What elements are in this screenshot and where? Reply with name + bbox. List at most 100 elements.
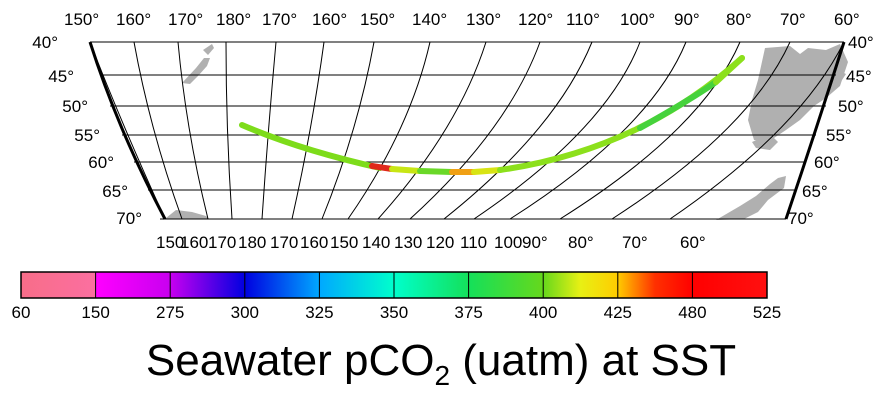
track-yellow-2 [471, 167, 503, 175]
bottom-lon-label: 150 [156, 233, 184, 252]
south-america [748, 44, 848, 142]
lon-line-90w [509, 41, 687, 220]
lat-label: 70° [116, 209, 142, 228]
top-lon-label: 100° [620, 10, 655, 29]
lon-line-160w-1 [133, 41, 183, 220]
lat-label: 60° [814, 153, 840, 172]
top-lon-label: 60° [834, 10, 860, 29]
bottom-lon-labels: 150 160 170 180 170 160 150 140 130 120 … [156, 233, 706, 252]
tierra-del-fuego [752, 134, 778, 150]
title-main: Seawater pCO [145, 336, 435, 385]
bottom-lon-label: 170 [208, 233, 236, 252]
lat-label: 70° [788, 209, 814, 228]
colorbar-tick-label: 150 [81, 303, 109, 320]
bottom-lon-label: 160 [300, 233, 328, 252]
right-lat-labels: 40° 45° 50° 55° 60° 65° 70° [788, 33, 874, 228]
colorbar-tick-label: 375 [454, 303, 482, 320]
top-lon-labels: 150° 160° 170° 180° 170° 160° 150° 140° … [64, 10, 860, 29]
lon-line-180 [225, 41, 233, 220]
top-lon-label: 160° [312, 10, 347, 29]
colorbar-dividers [95, 272, 693, 298]
colorbar-tick-label: 300 [231, 303, 259, 320]
colorbar-tick-label: 480 [678, 303, 706, 320]
top-lon-label: 110° [566, 10, 600, 29]
bottom-lon-label: 160 [180, 233, 208, 252]
map-figure: 150° 160° 170° 180° 170° 160° 150° 140° … [12, 10, 874, 320]
bottom-lon-label: 120 [426, 233, 454, 252]
lat-label: 60° [88, 153, 114, 172]
colorbar: 60 150 275 300 325 350 375 400 425 480 5… [12, 271, 782, 320]
title-rest: (uatm) at SST [450, 336, 737, 385]
land-masses [166, 44, 848, 220]
track-east-green [637, 79, 719, 131]
lat-label: 65° [102, 182, 128, 201]
top-lon-label: 130° [466, 10, 501, 29]
colorbar-tick-labels: 60 150 275 300 325 350 375 400 425 480 5… [12, 303, 782, 320]
lon-line-160w [291, 41, 325, 220]
lon-line-170w [261, 41, 277, 220]
lon-line-150w [321, 41, 375, 220]
map-frame [88, 41, 846, 220]
track-center [417, 168, 455, 175]
track-west [239, 122, 383, 171]
track-east-tip [713, 55, 745, 85]
bottom-lon-label: 100 [494, 233, 522, 252]
bottom-lon-label: 180 [238, 233, 266, 252]
bottom-lon-label: 60° [680, 233, 706, 252]
top-lon-label: 80° [726, 10, 752, 29]
colorbar-tick-label: 325 [305, 303, 333, 320]
track-red-segment [369, 163, 395, 172]
lon-line-80w [559, 41, 741, 220]
left-lat-labels: 40° 45° 50° 55° 60° 65° 70° [32, 33, 142, 228]
top-lon-label: 70° [780, 10, 806, 29]
bottom-lon-label: 140 [362, 233, 390, 252]
lat-label: 55° [826, 126, 852, 145]
lat-label: 45° [846, 67, 872, 86]
antarctica-left [166, 210, 209, 219]
top-lon-label: 170° [262, 10, 297, 29]
lat-label: 65° [802, 182, 828, 201]
lon-line-110w [443, 41, 593, 220]
lon-line-140w [347, 41, 431, 220]
new-zealand-south-island [182, 58, 210, 84]
colorbar-tick-label: 60 [12, 303, 31, 320]
colorbar-tick-label: 400 [529, 303, 557, 320]
lon-line-60w [669, 41, 845, 220]
lon-line-130w [377, 41, 487, 220]
bottom-lon-label: 90° [522, 233, 548, 252]
lat-label: 50° [62, 97, 88, 116]
lat-label: 40° [32, 33, 58, 52]
lon-line-170e [177, 41, 209, 220]
bottom-lon-label: 130 [394, 233, 422, 252]
lon-line-120w [409, 41, 541, 220]
top-lon-label: 150° [64, 10, 99, 29]
top-lon-label: 140° [412, 10, 447, 29]
cruise-track [239, 55, 745, 175]
track-yellow-segment [389, 166, 423, 174]
bottom-lon-label: 70° [622, 233, 648, 252]
top-lon-label: 120° [518, 10, 553, 29]
top-lon-label: 170° [168, 10, 203, 29]
antarctic-peninsula [716, 176, 786, 220]
lat-label: 40° [848, 33, 874, 52]
bottom-lon-label: 110 [460, 233, 487, 252]
new-zealand-north-island [203, 44, 214, 55]
bottom-lon-label: 150 [330, 233, 358, 252]
colorbar-tick-label: 525 [753, 303, 781, 320]
colorbar-title: Seawater pCO2 (uatm) at SST [0, 336, 882, 390]
top-lon-label: 160° [116, 10, 151, 29]
colorbar-tick-label: 275 [156, 303, 184, 320]
top-lon-label: 90° [674, 10, 700, 29]
bottom-lon-label: 80° [568, 233, 594, 252]
top-lon-label: 150° [360, 10, 395, 29]
lat-label: 50° [838, 97, 864, 116]
title-subscript: 2 [434, 360, 451, 391]
lon-line-100w [473, 41, 641, 220]
colorbar-tick-label: 425 [604, 303, 632, 320]
bottom-lon-label: 170 [270, 233, 298, 252]
lon-line-70w [611, 41, 791, 220]
colorbar-tick-label: 350 [380, 303, 408, 320]
lat-label: 55° [74, 126, 100, 145]
lat-label: 45° [48, 67, 74, 86]
top-lon-label: 180° [216, 10, 251, 29]
